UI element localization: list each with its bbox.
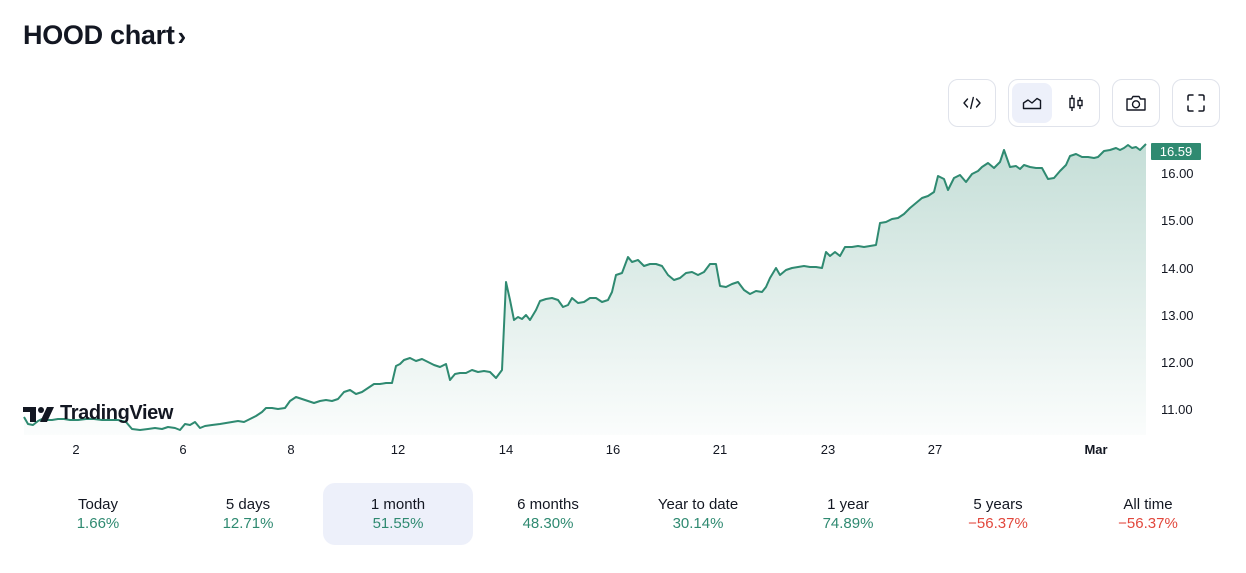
y-tick: 14.00 xyxy=(1161,261,1194,276)
x-tick-month: Mar xyxy=(1084,442,1108,457)
period-change: −56.37% xyxy=(968,515,1028,532)
period-label: 6 months xyxy=(517,496,579,513)
period-5-days[interactable]: 5 days 12.71% xyxy=(173,483,323,545)
price-line xyxy=(23,143,1147,431)
x-tick: 8 xyxy=(287,442,295,457)
candlestick-icon xyxy=(1069,95,1083,111)
page-title[interactable]: HOOD chart › xyxy=(23,20,186,51)
period-1-month[interactable]: 1 month 51.55% xyxy=(323,483,473,545)
period-change: 74.89% xyxy=(822,515,874,532)
y-tick: 16.00 xyxy=(1161,166,1194,181)
area-chart-icon xyxy=(1022,97,1042,110)
period-selector: Today 1.66% 5 days 12.71% 1 month 51.55%… xyxy=(23,483,1223,545)
tradingview-logo-icon xyxy=(23,406,54,422)
x-tick: 27 xyxy=(927,442,943,457)
period-change: 30.14% xyxy=(672,515,724,532)
period-label: 5 days xyxy=(225,496,271,513)
period-label: 1 year xyxy=(827,496,869,513)
period-year-to-date[interactable]: Year to date 30.14% xyxy=(623,483,773,545)
y-tick: 15.00 xyxy=(1161,213,1194,228)
fullscreen-icon xyxy=(1187,94,1205,112)
x-tick: 23 xyxy=(820,442,836,457)
period-change: 48.30% xyxy=(522,515,574,532)
y-tick: 11.00 xyxy=(1161,402,1193,417)
y-tick: 13.00 xyxy=(1161,308,1194,323)
period-change: 1.66% xyxy=(76,515,120,532)
period-1-year[interactable]: 1 year 74.89% xyxy=(773,483,923,545)
fullscreen-button[interactable] xyxy=(1172,79,1220,127)
period-6-months[interactable]: 6 months 48.30% xyxy=(473,483,623,545)
embed-button[interactable] xyxy=(948,79,996,127)
period-all-time[interactable]: All time −56.37% xyxy=(1073,483,1223,545)
period-label: All time xyxy=(1123,496,1173,513)
camera-icon xyxy=(1126,95,1146,111)
x-tick: 14 xyxy=(498,442,514,457)
tradingview-logo[interactable]: TradingView xyxy=(23,402,173,425)
period-label: Year to date xyxy=(657,496,739,513)
period-today[interactable]: Today 1.66% xyxy=(23,483,173,545)
tradingview-wordmark: TradingView xyxy=(60,402,174,424)
code-icon xyxy=(963,96,981,110)
y-tick: 12.00 xyxy=(1161,355,1194,370)
x-tick: 16 xyxy=(605,442,621,457)
candlestick-chart-button[interactable] xyxy=(1056,83,1096,123)
period-change: −56.37% xyxy=(1118,515,1178,532)
area-chart-button[interactable] xyxy=(1012,83,1052,123)
period-label: 5 years xyxy=(973,496,1023,513)
chart-type-switch xyxy=(1008,79,1100,127)
snapshot-button[interactable] xyxy=(1112,79,1160,127)
last-price-tag: 16.59 xyxy=(1151,143,1201,160)
area-fill xyxy=(24,144,1146,435)
period-label: Today xyxy=(77,496,119,513)
period-label: 1 month xyxy=(370,496,426,513)
chart-toolbar xyxy=(948,79,1220,127)
period-change: 51.55% xyxy=(372,515,424,532)
period-change: 12.71% xyxy=(222,515,274,532)
x-tick: 12 xyxy=(390,442,406,457)
period-5-years[interactable]: 5 years −56.37% xyxy=(923,483,1073,545)
x-tick: 21 xyxy=(712,442,728,457)
chart-title: HOOD chart xyxy=(23,20,175,50)
chevron-right-icon: › xyxy=(177,21,187,51)
x-tick: 6 xyxy=(179,442,187,457)
x-tick: 2 xyxy=(72,442,80,457)
